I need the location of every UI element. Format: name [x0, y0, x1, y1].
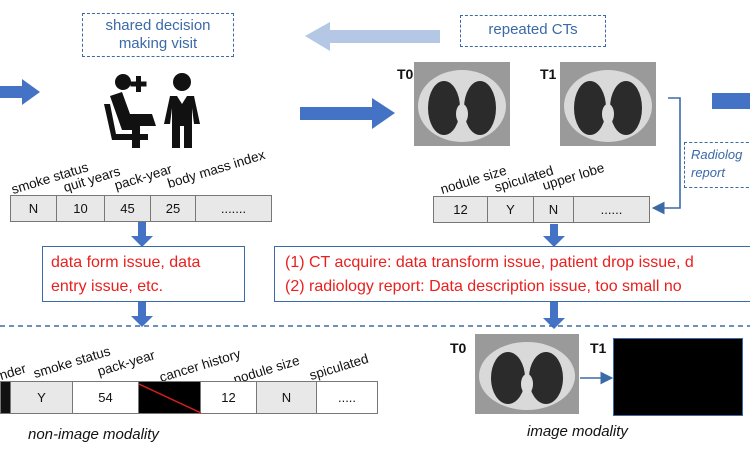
patient-doctor-icon	[104, 73, 200, 148]
left-entry-arrow	[0, 79, 40, 105]
bottom-t1-label: T1	[590, 340, 607, 356]
bottom-ct-scan-t1-missing	[613, 338, 743, 416]
repeated-cts-box: repeated CTs	[460, 15, 606, 47]
table-cell: .....	[337, 390, 357, 405]
nonimage-issue-box: data form issue, data entry issue, etc.	[42, 246, 245, 302]
bottom-ct-scan-t0	[475, 334, 579, 414]
ct-scan-t0	[414, 62, 510, 146]
table-cell: N	[534, 197, 574, 222]
forward-arrow	[300, 98, 395, 129]
down-arrow-right-bottom	[543, 302, 565, 329]
image-data-row: 12 Y N ......	[433, 196, 650, 223]
image-issue-box: (1) CT acquire: data transform issue, pa…	[274, 246, 750, 302]
radiology-connector	[651, 97, 681, 215]
ct-t1-label: T1	[540, 66, 557, 82]
table-cell: Y	[11, 382, 73, 413]
table-cell: .......	[220, 201, 247, 216]
down-arrow-right-top	[543, 224, 565, 247]
down-arrow-left-top	[131, 222, 153, 247]
issue-line-1: (1) CT acquire: data transform issue, pa…	[285, 254, 694, 271]
image-caption: image modality	[527, 423, 628, 440]
shared-decision-visit-box: shared decision making visit	[82, 13, 234, 57]
table-cell: N	[257, 382, 317, 413]
table-cell: 12	[434, 197, 488, 222]
table-cell: ......	[600, 202, 623, 217]
nonimage-data-row: N 10 45 25 .......	[10, 195, 272, 222]
table-cell: Y	[488, 197, 534, 222]
table-cell	[1, 382, 11, 413]
right-arrow-stub	[712, 93, 750, 109]
table-cell: 12	[201, 382, 257, 413]
down-arrow-left-bottom	[131, 302, 153, 327]
table-cell: 10	[57, 196, 105, 221]
missing-cell	[139, 382, 201, 414]
combined-data-row: Y 54 12 N .....	[0, 381, 378, 414]
back-arrow	[305, 22, 440, 51]
table-cell: 25	[151, 196, 196, 221]
radiology-report-box: Radiolog report	[684, 142, 750, 188]
issue-line-2: (2) radiology report: Data description i…	[285, 278, 682, 295]
ct-t0-label: T0	[397, 66, 414, 82]
bottom-t0-label: T0	[450, 340, 467, 356]
table-cell: 54	[73, 382, 139, 413]
ct-scan-t1	[560, 62, 656, 146]
table-cell: 45	[105, 196, 151, 221]
table-cell: N	[11, 196, 57, 221]
nonimage-caption: non-image modality	[28, 426, 159, 443]
